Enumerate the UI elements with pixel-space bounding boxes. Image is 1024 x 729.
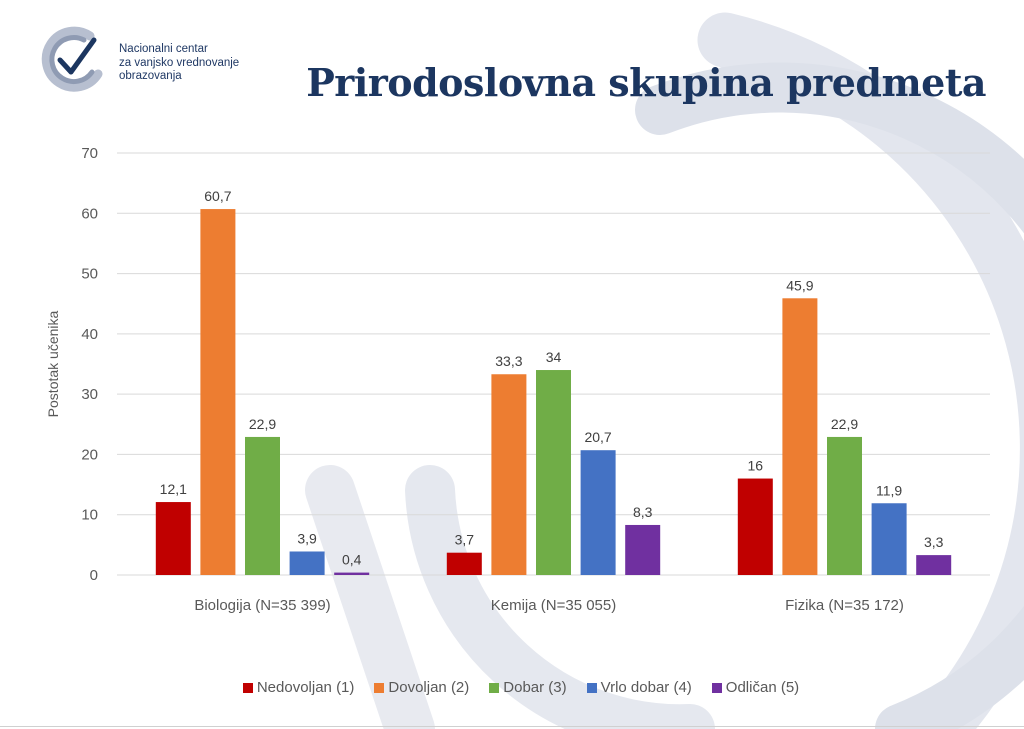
legend-swatch-icon (374, 682, 385, 693)
data-labels: 12,1 60,7 22,9 3,9 0,4 3,7 33,3 34 20,7 8,3 16 45,9… (160, 188, 944, 568)
y-axis-ticks: 0 10 20 30 40 50 60 70 (81, 145, 98, 584)
data-label: 22,9 (249, 416, 276, 432)
bars (155, 209, 952, 575)
legend-item: Dovoljan (2) (374, 679, 469, 696)
legend-item: Vrlo dobar (4) (586, 679, 692, 696)
legend-swatch-icon (711, 682, 722, 693)
legend-label: Dovoljan (2) (388, 679, 470, 696)
bar-4-3 (871, 503, 907, 575)
ncvvo-logo-icon (41, 26, 103, 92)
legend-item: Odličan (5) (711, 679, 800, 696)
legend: Nedovoljan (1) Dovoljan (2) Dobar (3) Vrlo … (0, 679, 1024, 696)
bar-1-1 (155, 502, 191, 575)
legend-label: Vrlo dobar (4) (600, 679, 692, 696)
y-tick-label: 0 (90, 567, 98, 584)
data-label: 3,3 (924, 534, 944, 550)
bar-2-2 (491, 374, 527, 575)
bar-4-2 (580, 450, 616, 575)
data-label: 20,7 (584, 429, 611, 445)
y-tick-label: 60 (81, 205, 98, 222)
bar-1-2 (446, 552, 482, 575)
x-category-label: Biologija (N=35 399) (194, 597, 330, 614)
bar-5-1 (334, 572, 370, 575)
legend-swatch-icon (242, 682, 253, 693)
data-label: 16 (748, 458, 764, 474)
legend-item: Nedovoljan (1) (242, 679, 355, 696)
legend-label: Dobar (3) (503, 679, 567, 696)
legend-swatch-icon (489, 682, 500, 693)
organization-name: Nacionalni centar za vanjsko vrednovanje… (119, 43, 239, 84)
decor-arc-inner (405, 465, 715, 729)
y-tick-label: 30 (81, 386, 98, 403)
legend-label: Odličan (5) (725, 679, 800, 696)
bar-5-3 (916, 555, 952, 575)
legend-item: Dobar (3) (489, 679, 567, 696)
data-label: 0,4 (342, 552, 362, 568)
y-tick-label: 40 (81, 326, 98, 343)
bar-3-3 (827, 436, 862, 575)
bar-1-3 (737, 478, 773, 575)
bar-2-1 (200, 209, 236, 575)
data-label: 12,1 (160, 481, 187, 497)
org-line: za vanjsko vrednovanje (119, 56, 240, 69)
org-line: Nacionalni centar (119, 43, 208, 55)
data-label: 3,7 (455, 532, 475, 548)
data-label: 22,9 (831, 416, 858, 432)
data-label: 11,9 (876, 482, 902, 498)
data-label: 60,7 (204, 188, 231, 204)
bar-5-2 (625, 524, 661, 575)
x-category-label: Fizika (N=35 172) (785, 597, 904, 614)
bar-2-3 (782, 298, 818, 575)
data-label: 45,9 (786, 277, 813, 293)
y-tick-label: 70 (81, 145, 98, 162)
legend-swatch-icon (586, 682, 597, 693)
data-label: 8,3 (633, 504, 653, 520)
y-tick-label: 10 (81, 507, 98, 524)
bar-3-2 (536, 370, 571, 575)
data-label: 34 (546, 349, 562, 365)
data-label: 33,3 (495, 353, 522, 369)
slide-bottom-border (0, 726, 1024, 727)
org-line: obrazovanja (119, 70, 182, 82)
x-axis-categories: Biologija (N=35 399) Kemija (N=35 055) Fiz… (194, 597, 904, 614)
y-axis-label: Postotak učenika (45, 310, 61, 417)
decor-arc-middle (635, 62, 1024, 729)
y-tick-label: 50 (81, 266, 98, 283)
page-title: Prirodoslovna skupina predmeta (306, 60, 986, 105)
legend-label: Nedovoljan (1) (256, 679, 355, 696)
x-category-label: Kemija (N=35 055) (491, 597, 616, 614)
bar-3-1 (245, 436, 280, 575)
bar-4-1 (289, 551, 325, 575)
decor-arc-small (305, 465, 435, 729)
y-tick-label: 20 (81, 446, 98, 463)
data-label: 3,9 (297, 530, 317, 546)
